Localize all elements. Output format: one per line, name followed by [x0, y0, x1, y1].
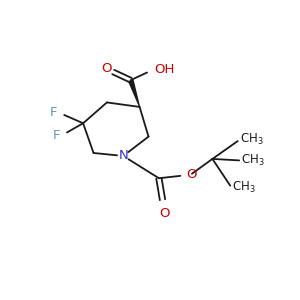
Text: O: O	[102, 62, 112, 75]
Text: CH$_3$: CH$_3$	[232, 180, 256, 195]
Text: CH$_3$: CH$_3$	[240, 132, 263, 147]
Text: O: O	[160, 207, 170, 220]
Polygon shape	[128, 79, 140, 107]
Text: CH$_3$: CH$_3$	[241, 153, 265, 168]
Text: O: O	[187, 168, 197, 181]
Text: F: F	[53, 129, 60, 142]
Text: F: F	[50, 106, 57, 119]
Text: OH: OH	[154, 63, 175, 76]
Text: N: N	[118, 149, 128, 162]
